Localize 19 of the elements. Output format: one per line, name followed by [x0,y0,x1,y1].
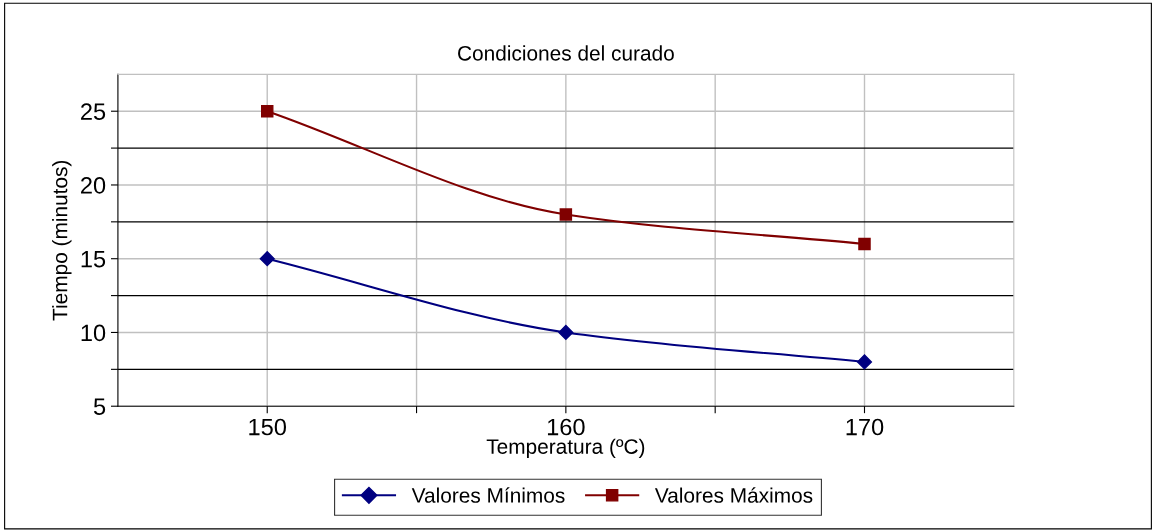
chart-title: Condiciones del curado [458,45,674,61]
y-tick-label: 5 [93,398,106,415]
y-tick-label: 10 [81,324,106,342]
x-tick-label: 160 [547,418,585,436]
point [559,208,573,221]
y-tick-label: 25 [81,103,106,120]
x-axis-title: Temperatura (ºC) [486,438,645,459]
y-axis-title: Tiempo (minutos) [52,160,72,321]
point [856,354,873,370]
y-tick-label: 15 [81,251,106,268]
point [259,251,275,267]
point [858,237,871,251]
legend-label: Valores Máximos [654,487,813,503]
point [558,324,574,341]
x-tick-label: 170 [846,418,884,436]
y-tick-label: 20 [81,177,106,194]
point [260,104,274,118]
x-tick-label: 150 [249,418,286,436]
legend-label: Valores Mínimos [411,487,565,503]
